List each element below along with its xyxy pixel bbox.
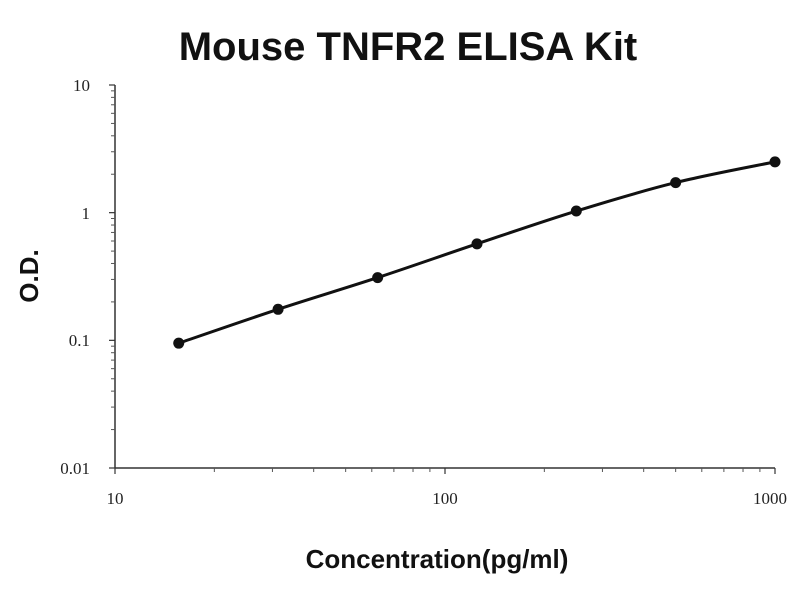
y-tick-label: 10 (73, 76, 90, 95)
data-point (769, 156, 781, 168)
data-point (471, 238, 483, 250)
plot-area (173, 156, 781, 349)
chart-title: Mouse TNFR2 ELISA Kit (179, 25, 638, 69)
y-tick-label: 0.01 (60, 459, 90, 478)
x-tick-label: 1000 (753, 489, 787, 508)
standard-curve-line (177, 160, 777, 345)
x-tick-labels: 10 100 1000 (107, 489, 788, 508)
x-tick-label: 10 (107, 489, 124, 508)
y-tick-label: 0.1 (69, 331, 90, 350)
data-point (670, 177, 682, 189)
data-point (272, 303, 284, 315)
y-tick-labels: 10 1 0.1 0.01 (60, 76, 90, 478)
y-ticks (109, 84, 115, 469)
y-axis-title: O.D. (14, 249, 44, 302)
x-axis-title: Concentration(pg/ml) (306, 544, 569, 574)
y-tick-label: 1 (82, 204, 91, 223)
data-point (570, 205, 582, 217)
data-point (173, 337, 185, 349)
x-tick-label: 100 (432, 489, 458, 508)
data-point (372, 272, 384, 284)
x-ticks (114, 468, 776, 474)
